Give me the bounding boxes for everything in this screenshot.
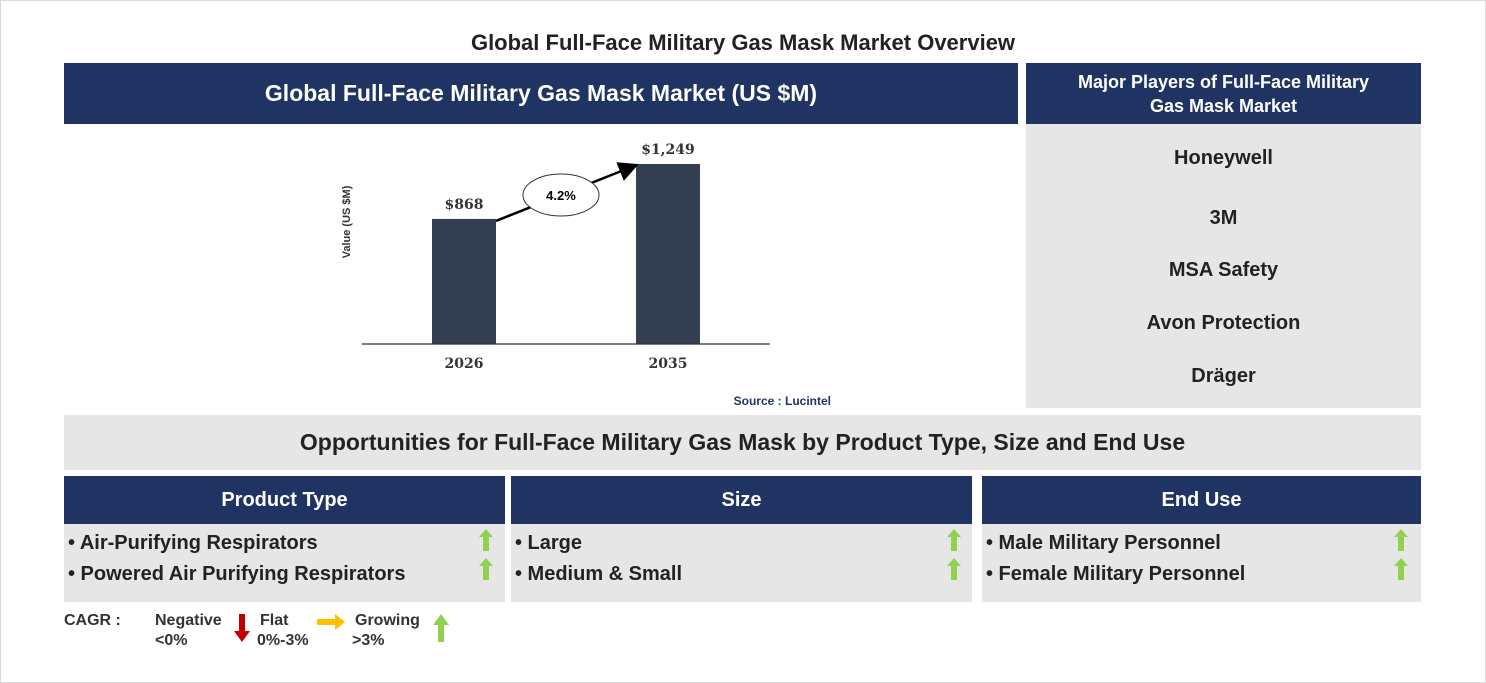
cagr-label: 4.2% [546,188,576,203]
list-item: • Powered Air Purifying Respirators [68,563,406,585]
growing-arrow-icon [1394,558,1408,580]
legend-flat-name: Flat [260,612,289,629]
legend-growing-name: Growing [355,612,420,629]
size-panel: • Large • Medium & Small [511,524,972,602]
growing-arrow-icon [479,529,493,551]
list-item: • Air-Purifying Respirators [68,532,318,554]
bar-2035 [636,164,700,344]
growing-arrow-icon [1394,529,1408,551]
bar-2026 [432,218,496,344]
size-header: Size [511,476,972,524]
list-item: • Female Military Personnel [986,563,1246,585]
legend-negative-range: <0% [155,632,188,649]
down-arrow-icon [234,614,250,642]
legend-growing-range: >3% [352,632,385,649]
player-drager: Dräger [1191,365,1256,387]
player-3m: 3M [1209,207,1238,229]
end-use-panel: • Male Military Personnel • Female Milit… [982,524,1421,602]
players-header-text: Major Players of Full-Face Military Gas … [1077,71,1370,116]
data-label: $868 [445,197,484,213]
bar-chart: $868 2026 $1,249 2035 4.2% Value (US $M) Sourc… [341,142,831,408]
player-honeywell: Honeywell [1174,147,1273,169]
end-use-header: End Use [982,476,1421,524]
legend-negative-name: Negative [155,612,222,629]
list-item: • Male Military Personnel [986,532,1221,554]
players-panel: Honeywell 3M MSA Safety Avon Protection … [1026,124,1421,408]
opportunities-banner: Opportunities for Full-Face Military Gas… [64,415,1421,470]
y-axis-label: Value (US $M) [341,185,353,258]
right-arrow-icon [317,614,345,630]
chart-header: Global Full-Face Military Gas Mask Marke… [64,63,1018,124]
list-item: • Medium & Small [515,563,683,585]
growing-arrow-icon [479,558,493,580]
growing-arrow-icon [947,529,961,551]
cagr-ellipse [522,173,600,217]
list-item: • Large [515,532,583,554]
product-type-panel: • Air-Purifying Respirators • Powered Ai… [64,524,505,602]
page-title: Global Full-Face Military Gas Mask Marke… [470,30,1016,55]
player-msa-safety: MSA Safety [1168,259,1279,281]
growing-arrow-icon [947,558,961,580]
x-tick-label: 2035 [649,356,688,372]
source-label: Source : Lucintel [734,394,831,408]
player-avon-protection: Avon Protection [1146,312,1301,334]
legend-flat-range: 0%-3% [257,632,309,649]
players-header: Major Players of Full-Face Military Gas … [1026,63,1421,124]
legend-cagr-label: CAGR : [64,612,121,629]
x-tick-label: 2026 [445,356,484,372]
data-label: $1,249 [641,142,695,158]
up-arrow-icon [433,614,449,642]
product-type-header: Product Type [64,476,505,524]
